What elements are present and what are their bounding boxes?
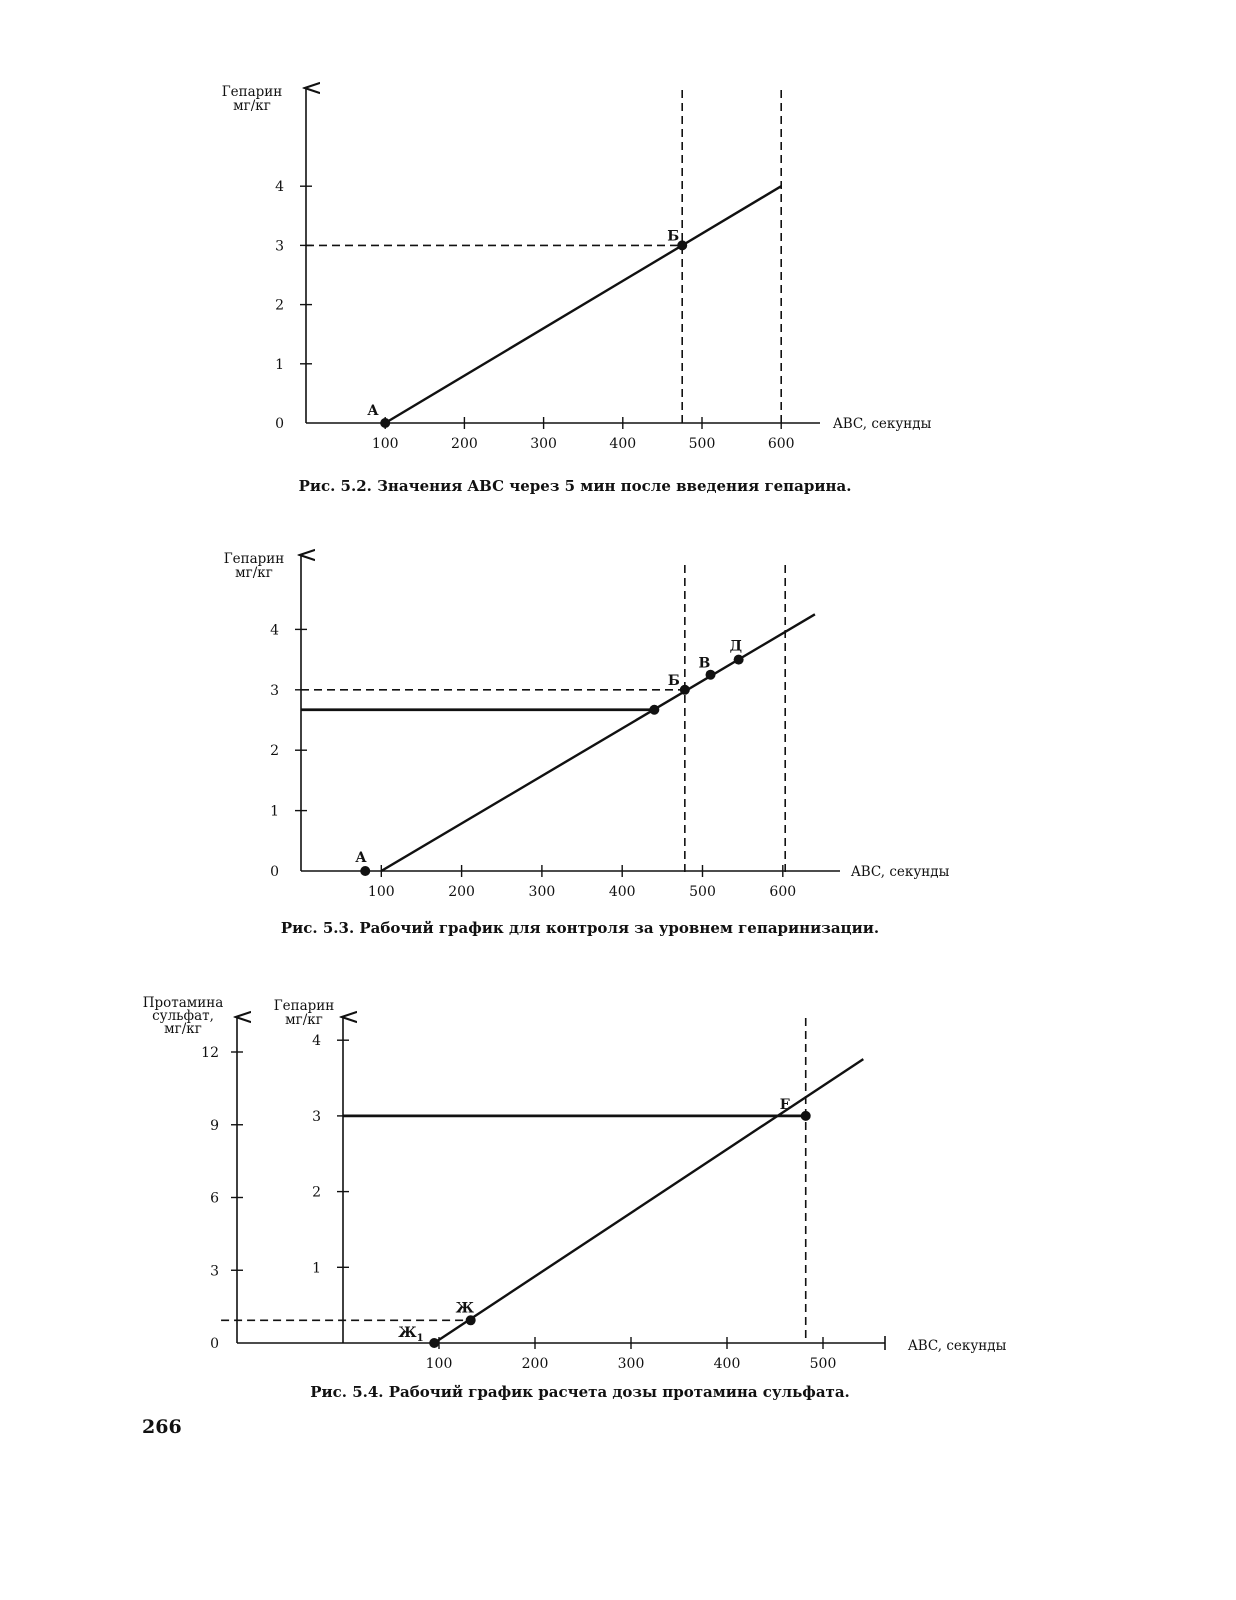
x-tick-label: 100 — [372, 436, 399, 452]
y-tick-label: 1 — [270, 804, 279, 820]
y-axis-label-line: мг/кг — [285, 1012, 323, 1028]
x-tick-label: 200 — [522, 1356, 549, 1372]
data-point — [465, 1315, 476, 1326]
y-tick-label: 2 — [270, 743, 279, 759]
y-tick-label: 3 — [270, 683, 279, 699]
figure-5-3: Гепарин мг/кг ABC, секунды 100 200 300 400 500 6… — [224, 551, 950, 937]
data-point — [649, 704, 660, 715]
series-line — [384, 185, 782, 425]
x-tick-label: 400 — [609, 436, 636, 452]
y-tick-label: 0 — [270, 864, 279, 880]
x-tick-label: 400 — [609, 884, 636, 900]
series-line — [380, 613, 816, 873]
secondary-y-tick-label: 6 — [210, 1191, 219, 1207]
secondary-y-axis-label-line: Протамина — [143, 995, 224, 1011]
data-point — [360, 866, 371, 876]
secondary-y-tick-label: 9 — [210, 1118, 219, 1134]
point-label: Е — [780, 1097, 791, 1113]
data-point — [705, 669, 716, 680]
data-point — [380, 418, 391, 428]
y-tick-label: 4 — [270, 622, 279, 638]
x-axis-label: ABC, секунды — [850, 864, 950, 880]
x-tick-label: 500 — [810, 1356, 837, 1372]
y-axis-label-line: мг/кг — [235, 565, 273, 581]
x-tick-label: 500 — [689, 884, 716, 900]
page-number: 266 — [142, 1416, 182, 1438]
x-tick-label: 300 — [529, 884, 556, 900]
y-axis-label-line: Гепарин — [224, 551, 285, 567]
x-tick-label: 100 — [368, 884, 395, 900]
point-label: В — [699, 656, 711, 672]
y-tick-label: 1 — [275, 357, 284, 373]
figure-caption: Рис. 5.3. Рабочий график для контроля за… — [281, 919, 879, 937]
secondary-y-tick-label: 3 — [210, 1263, 219, 1279]
secondary-y-tick-label: 12 — [201, 1045, 219, 1061]
y-tick-label: 1 — [312, 1260, 321, 1276]
secondary-y-axis-label-line: сульфат, — [152, 1008, 214, 1024]
y-axis-label: Гепарин мг/кг — [224, 551, 285, 581]
x-tick-label: 200 — [451, 436, 478, 452]
y-axis-label-line: Гепарин — [222, 84, 283, 100]
data-point — [429, 1338, 440, 1348]
point-label: Б — [667, 228, 679, 244]
secondary-y-axis-label-line: мг/кг — [164, 1021, 202, 1037]
data-point — [733, 654, 744, 665]
figure-5-2: Гепарин мг/кг ABC, секунды 100 200 300 400 500 6… — [222, 84, 932, 495]
point-label: А — [355, 850, 367, 866]
x-tick-label: 300 — [530, 436, 557, 452]
data-point — [677, 240, 688, 251]
x-tick-label: 600 — [768, 436, 795, 452]
point-label-subscript: 1 — [417, 1333, 424, 1344]
point-label-main: Ж — [398, 1325, 417, 1341]
series-line — [433, 1058, 864, 1345]
y-tick-label: 2 — [275, 298, 284, 314]
point-label: Д — [730, 639, 742, 655]
x-axis-label: ABC, секунды — [832, 416, 932, 432]
y-tick-label: 0 — [275, 416, 284, 432]
x-tick-label: 100 — [426, 1356, 453, 1372]
data-point — [800, 1110, 811, 1121]
x-tick-label: 300 — [618, 1356, 645, 1372]
secondary-y-axis-label: Протамина сульфат, мг/кг — [143, 995, 224, 1037]
y-tick-label: 4 — [312, 1033, 321, 1049]
y-axis-label: Гепарин мг/кг — [274, 998, 335, 1028]
secondary-y-tick-label: 0 — [210, 1336, 219, 1352]
x-tick-label: 500 — [689, 436, 716, 452]
y-axis-label-line: мг/кг — [233, 98, 271, 114]
point-label: Ж1 — [398, 1325, 423, 1344]
x-axis-label: ABC, секунды — [907, 1338, 1007, 1354]
y-tick-label: 3 — [275, 238, 284, 254]
point-label: Ж — [456, 1300, 475, 1316]
x-tick-label: 400 — [714, 1356, 741, 1372]
y-axis-label-line: Гепарин — [274, 998, 335, 1014]
y-tick-label: 4 — [275, 179, 284, 195]
y-axis-label: Гепарин мг/кг — [222, 84, 283, 114]
x-tick-label: 200 — [448, 884, 475, 900]
figure-caption: Рис. 5.2. Значения ABC через 5 мин после… — [299, 477, 852, 495]
y-tick-label: 2 — [312, 1185, 321, 1201]
point-label: А — [367, 403, 379, 419]
data-point — [679, 684, 690, 695]
x-tick-label: 600 — [769, 884, 796, 900]
point-label: Б — [668, 673, 680, 689]
y-tick-label: 3 — [312, 1109, 321, 1125]
figure-caption: Рис. 5.4. Рабочий график расчета дозы пр… — [310, 1383, 850, 1401]
